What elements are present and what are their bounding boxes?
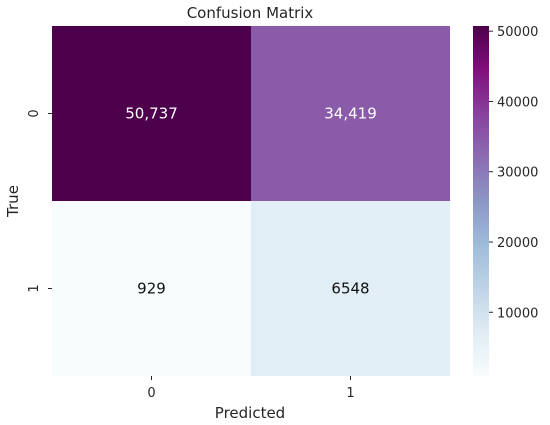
colorbar-tick-label-2: 30000 xyxy=(497,166,538,181)
colorbar-tick-label-3: 40000 xyxy=(497,95,538,110)
heatmap-cell-0-1 xyxy=(251,26,450,201)
y-tick-label-0: 0 xyxy=(27,109,42,117)
colorbar-tick-label-0: 10000 xyxy=(497,306,538,321)
y-tick-label-1: 1 xyxy=(27,284,42,292)
chart-title: Confusion Matrix xyxy=(187,4,314,22)
colorbar-gradient xyxy=(473,26,489,376)
heatmap-cell-0-0 xyxy=(52,26,251,201)
heatmap-cell-1-0 xyxy=(52,201,251,376)
colorbar-tick-label-4: 50000 xyxy=(497,25,538,40)
colorbar: 10000 20000 30000 40000 50000 xyxy=(473,25,538,376)
x-axis-label: Predicted xyxy=(215,404,285,422)
x-tick-label-0: 0 xyxy=(147,386,155,401)
cell-value-label-0-0: 50,737 xyxy=(125,105,178,123)
heatmap-cell-1-1 xyxy=(251,201,450,376)
colorbar-tick-label-1: 20000 xyxy=(497,236,538,251)
cell-value-label-0-1: 34,419 xyxy=(324,105,377,123)
cell-value-label-1-1: 6548 xyxy=(331,280,369,298)
y-axis-label: True xyxy=(4,185,22,218)
cell-value-label-1-0: 929 xyxy=(137,280,166,298)
x-tick-label-1: 1 xyxy=(346,386,354,401)
